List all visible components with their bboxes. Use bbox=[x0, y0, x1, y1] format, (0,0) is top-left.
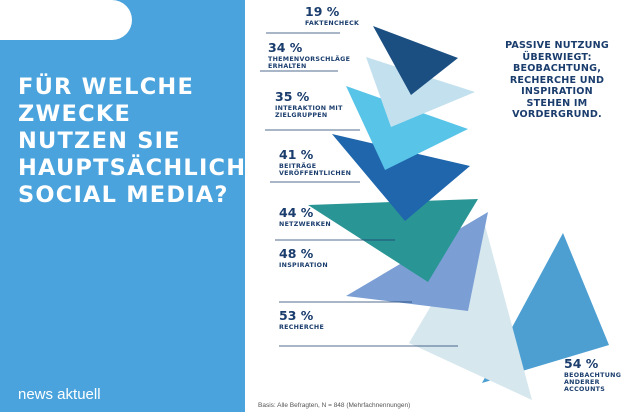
headline-line: ZWECKE bbox=[18, 101, 132, 127]
triangle-layer bbox=[308, 26, 609, 400]
value-label: 34 % bbox=[268, 40, 303, 55]
value-label: 35 % bbox=[275, 89, 310, 104]
category-label: INSPIRATION bbox=[279, 262, 328, 269]
category-label: THEMENVORSCHLÄGE bbox=[268, 54, 350, 63]
callout-line: STEHEN IM bbox=[526, 97, 588, 109]
category-label: BEITRÄGE bbox=[279, 161, 316, 170]
callout-line: BEOBACHTUNG, bbox=[512, 63, 602, 74]
category-label: BEOBACHTUNG bbox=[564, 372, 621, 379]
category-label: ANDERER bbox=[564, 379, 600, 386]
left-panel: FÜR WELCHE ZWECKE NUTZEN SIE HAUPTSÄCHLI… bbox=[0, 0, 245, 412]
headline: FÜR WELCHE ZWECKE NUTZEN SIE HAUPTSÄCHLI… bbox=[18, 74, 245, 209]
category-label: RECHERCHE bbox=[279, 324, 324, 331]
footnote: Basis: Alle Befragten, N = 848 (Mehrfach… bbox=[258, 402, 411, 409]
value-label: 41 % bbox=[279, 147, 314, 162]
value-label: 53 % bbox=[279, 308, 314, 323]
headline-line: NUTZEN SIE bbox=[18, 128, 181, 154]
triangle-mark bbox=[346, 86, 468, 170]
callout-line: ÜBERWIEGT: bbox=[522, 51, 592, 63]
triangle-mark bbox=[308, 199, 478, 282]
callout-line: INSPIRATION bbox=[521, 86, 593, 97]
category-label: ERHALTEN bbox=[268, 63, 307, 70]
callout-line: PASSIVE NUTZUNG bbox=[505, 40, 609, 51]
headline-line: FÜR WELCHE bbox=[18, 74, 195, 100]
brand-logo: news aktuell bbox=[18, 386, 101, 403]
triangle-mark bbox=[332, 134, 470, 221]
category-label: FAKTENCHECK bbox=[305, 20, 360, 27]
decorative-pill bbox=[0, 0, 132, 40]
category-label: NETZWERKEN bbox=[279, 221, 331, 228]
rule-layer bbox=[260, 32, 458, 347]
category-label: INTERAKTION MIT bbox=[275, 105, 343, 112]
value-label: 44 % bbox=[279, 205, 314, 220]
label-layer: 19 %FAKTENCHECK 34 %THEMENVORSCHLÄGEERHAL… bbox=[268, 4, 621, 393]
headline-line: SOCIAL MEDIA? bbox=[18, 182, 229, 208]
headline-line: HAUPTSÄCHLICH bbox=[18, 155, 245, 181]
triangle-mark bbox=[373, 26, 458, 95]
category-label: ZIELGRUPPEN bbox=[275, 112, 327, 119]
value-label: 19 % bbox=[305, 4, 340, 19]
category-label: VERÖFFENTLICHEN bbox=[279, 168, 351, 177]
triangle-mark bbox=[409, 218, 532, 400]
callout-line: VORDERGRUND. bbox=[512, 109, 602, 120]
callout-line: RECHERCHE UND bbox=[509, 74, 605, 86]
callout-text: PASSIVE NUTZUNG ÜBERWIEGT: BEOBACHTUNG, … bbox=[492, 40, 622, 121]
category-label: ACCOUNTS bbox=[564, 386, 605, 393]
value-label: 54 % bbox=[564, 356, 599, 371]
value-label: 48 % bbox=[279, 246, 314, 261]
triangle-mark bbox=[366, 57, 475, 127]
